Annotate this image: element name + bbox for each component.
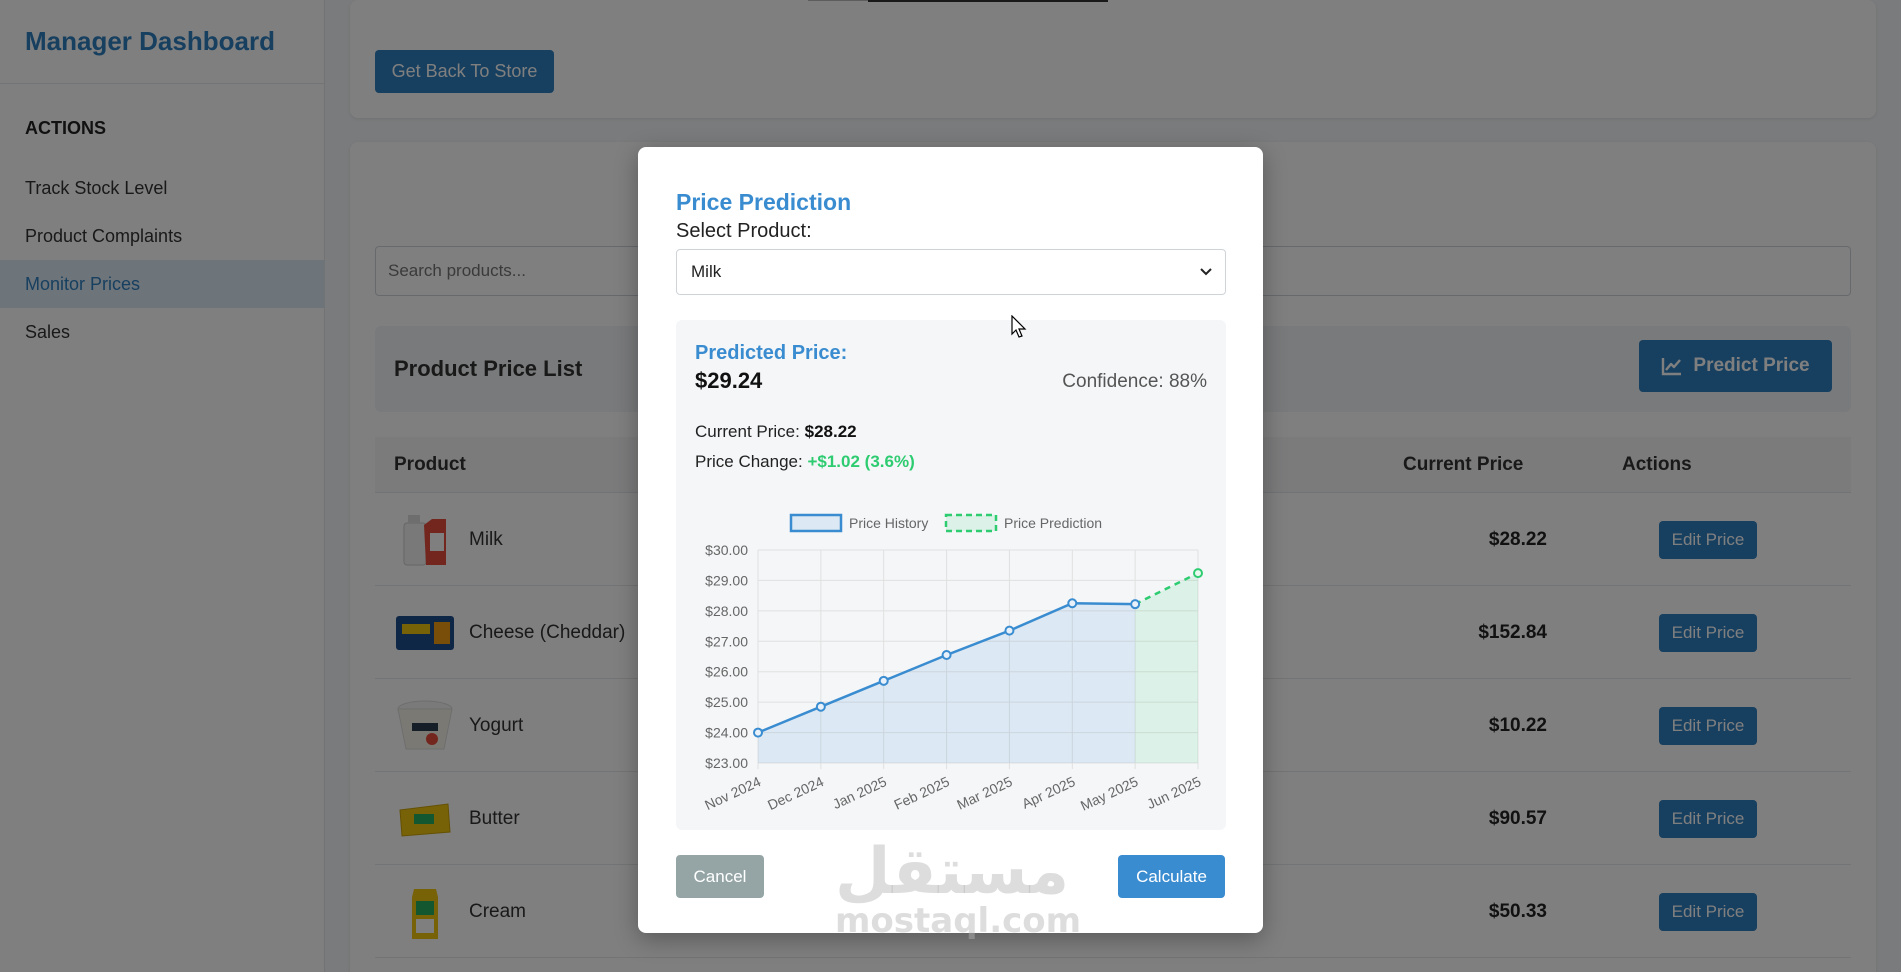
- history-point: [878, 675, 889, 686]
- history-area: [758, 603, 1136, 763]
- history-point: [1130, 599, 1141, 610]
- current-price-line: Current Price: $28.22: [695, 422, 857, 442]
- history-point: [1004, 625, 1015, 636]
- product-select[interactable]: Milk: [676, 249, 1226, 295]
- x-tick-label: Nov 2024: [702, 773, 763, 813]
- y-tick-label: $24.00: [705, 725, 748, 741]
- select-product-label: Select Product:: [676, 220, 812, 242]
- x-tick-label: Feb 2025: [891, 773, 952, 813]
- price-change-label: Price Change:: [695, 452, 803, 471]
- history-point: [815, 701, 826, 712]
- y-tick-label: $29.00: [705, 572, 748, 588]
- prediction-result-panel: Predicted Price: $29.24 Confidence: 88% …: [676, 320, 1226, 830]
- y-tick-label: $28.00: [705, 603, 748, 619]
- legend-label-history: Price History: [849, 515, 928, 531]
- x-tick-label: Mar 2025: [954, 773, 1015, 813]
- calculate-button[interactable]: Calculate: [1118, 855, 1225, 898]
- history-point: [753, 727, 763, 738]
- price-change-value: +$1.02 (3.6%): [807, 452, 915, 471]
- predicted-price-value: $29.24: [695, 368, 763, 393]
- price-prediction-modal: Price Prediction Select Product: Milk Pr…: [638, 147, 1263, 933]
- predicted-price-label: Predicted Price:: [695, 342, 848, 364]
- chevron-down-icon: [1200, 268, 1212, 276]
- x-tick-label: Jan 2025: [830, 773, 889, 812]
- legend-label-prediction: Price Prediction: [1004, 515, 1102, 531]
- legend-swatch-prediction: [944, 513, 998, 533]
- history-point: [1067, 598, 1078, 609]
- price-change-line: Price Change: +$1.02 (3.6%): [695, 452, 915, 472]
- legend-swatch-history: [789, 513, 843, 533]
- price-chart: $30.00 $29.00 $28.00 $27.00 $26.00 $25.00 $24.…: [702, 513, 1203, 814]
- x-tick-label: Dec 2024: [765, 773, 826, 813]
- prediction-line: [1134, 572, 1199, 606]
- prediction-area: [1135, 573, 1198, 763]
- x-tick-label: Jun 2025: [1144, 773, 1203, 812]
- selected-product-value: Milk: [691, 262, 722, 281]
- y-tick-label: $23.00: [705, 755, 748, 771]
- confidence-text: Confidence: 88%: [1062, 371, 1207, 392]
- y-tick-label: $25.00: [705, 694, 748, 710]
- history-point: [941, 649, 952, 660]
- cancel-button[interactable]: Cancel: [676, 855, 764, 898]
- modal-title: Price Prediction: [676, 189, 852, 215]
- prediction-point: [1193, 568, 1203, 579]
- y-tick-label: $26.00: [705, 664, 748, 680]
- y-tick-label: $30.00: [705, 542, 748, 558]
- current-price-value: $28.22: [804, 422, 857, 441]
- mouse-cursor-icon: [1011, 315, 1027, 338]
- x-tick-label: May 2025: [1078, 773, 1141, 814]
- current-price-label: Current Price:: [695, 422, 800, 441]
- x-tick-label: Apr 2025: [1019, 773, 1077, 812]
- y-tick-label: $27.00: [705, 633, 748, 649]
